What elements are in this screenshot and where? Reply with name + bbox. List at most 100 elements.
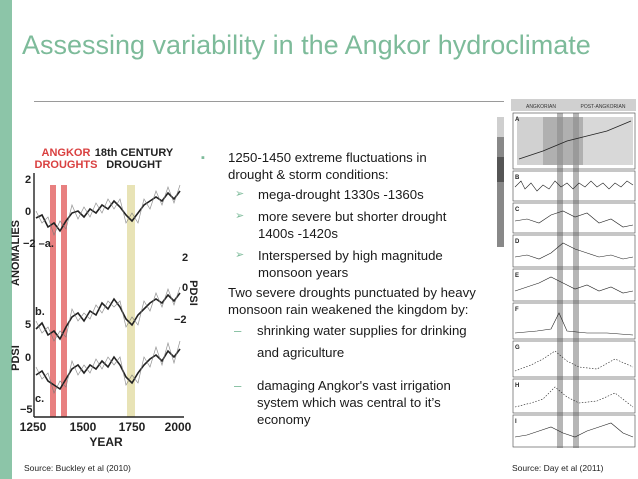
right-y-ticks: 2 0 −2: [174, 252, 188, 326]
series-a: [35, 190, 181, 233]
panel-frames: [512, 112, 636, 448]
panel-a-shade: [517, 117, 543, 165]
panel-frame: [512, 202, 636, 234]
sub-bullet-text: more severe but shorter drought: [258, 209, 447, 224]
bullet-text: 1250-1450 extreme fluctuations in: [228, 150, 427, 165]
shaded-period-2: [573, 113, 579, 448]
panel-frame: [512, 170, 636, 202]
panel-frame: [512, 302, 636, 340]
panel-frame: [512, 414, 636, 448]
y-axis-label-anomalies: ANOMALIES: [10, 220, 22, 286]
bullet-main: ▪ 1250-1450 extreme fluctuations in drou…: [201, 149, 501, 183]
bullet-list: ▪ 1250-1450 extreme fluctuations in drou…: [201, 149, 501, 428]
x-tick: 1500: [70, 420, 97, 434]
panel-frame: [512, 234, 636, 268]
panel-frame: [512, 268, 636, 302]
series-c-envelope: [35, 340, 181, 394]
panel-letter: H: [515, 383, 519, 389]
x-axis-label: YEAR: [89, 435, 123, 449]
dash-item-text: economy: [257, 412, 311, 427]
y-axis-label-pdsi-right: PDSI: [187, 280, 199, 306]
sub-bullet: ➢ more severe but shorter drought 1400s …: [201, 208, 501, 242]
pdsi-anomalies-figure: ANGKOR DROUGHTS 18th CENTURY DROUGHT ANO…: [10, 147, 199, 449]
panel-letter: E: [515, 273, 519, 279]
slide-title: Assessing variability in the Angkor hydr…: [22, 30, 591, 60]
tick: −2 –a.: [23, 238, 54, 250]
dash-item-text: shrinking water supplies for drinking: [257, 323, 467, 338]
panel-h-line: [514, 386, 634, 408]
arrow-bullet-icon: ➢: [235, 249, 245, 261]
angkor-drought-band-2: [61, 185, 67, 417]
series-b-envelope: [35, 286, 181, 342]
panel-frame: [512, 340, 636, 378]
paragraph-text: monsoon rain weakened the kingdom by:: [228, 302, 469, 317]
18th-century-label-2: DROUGHT: [106, 159, 162, 171]
panel-letter: D: [515, 239, 520, 245]
series-c: [35, 348, 181, 391]
panel-letter: A: [515, 117, 520, 123]
series-b: [35, 292, 181, 341]
tick: 0: [25, 352, 31, 364]
dash-item: – damaging Angkor's vast irrigation syst…: [201, 377, 501, 428]
panel-i-line: [514, 422, 634, 438]
panel-letter: C: [515, 207, 520, 213]
panel-letter: G: [515, 345, 520, 351]
tick: 5: [25, 319, 31, 331]
panel-e-line: [514, 276, 634, 294]
panel-d-line: [514, 242, 634, 260]
dash-item: – shrinking water supplies for drinking …: [201, 322, 501, 361]
paragraph-text: Two severe droughts punctuated by heavy: [228, 285, 476, 300]
dash-item-text: and agriculture: [257, 345, 345, 360]
sub-bullet-text: 1400s -1420s: [258, 226, 338, 241]
tick: b.: [35, 306, 45, 318]
accent-bar: [0, 0, 12, 479]
dash-bullet-icon: –: [234, 323, 242, 338]
y-axis-label-pdsi: PDSI: [10, 345, 22, 371]
left-y-ticks: 2 0 −2 –a. 5 b. 0 c. −5: [20, 174, 54, 416]
angkor-label-2: DROUGHTS: [35, 159, 98, 171]
panel-letter: F: [515, 307, 519, 313]
angkor-label-1: ANGKOR: [42, 147, 91, 159]
header-bar: [511, 99, 636, 111]
sub-bullet: ➢ mega-drought 1330s -1360s: [201, 186, 501, 203]
panel-frame: [512, 112, 636, 170]
multi-proxy-figure: ANGKORIAN POST-ANGKORIAN A B C D E F G H: [497, 99, 636, 448]
panel-letter: I: [515, 419, 517, 425]
18th-century-label-1: 18th CENTURY: [95, 147, 174, 159]
bullet-text: drought & storm conditions:: [228, 167, 389, 182]
square-bullet-icon: ▪: [201, 152, 205, 164]
panel-frame: [512, 378, 636, 414]
angkor-drought-band-1: [50, 185, 56, 417]
arrow-bullet-icon: ➢: [235, 188, 245, 200]
arrow-bullet-icon: ➢: [235, 210, 245, 222]
x-tick: 1750: [119, 420, 146, 434]
source-citation-left: Source: Buckley et al (2010): [24, 463, 131, 473]
panel-a-shade-mid: [583, 117, 633, 165]
panel-a-line: [518, 120, 632, 160]
tick: −2: [174, 314, 187, 326]
tick: c.: [35, 393, 44, 405]
sub-bullet-text: Interspersed by high magnitude: [258, 248, 443, 263]
header-angkorian: ANGKORIAN: [526, 104, 556, 110]
dash-item-text: system which was central to it’s: [257, 395, 441, 410]
x-ticks: 1250 1500 1750 2000: [20, 420, 192, 434]
panel-letters: A B C D E F G H I: [515, 117, 520, 425]
source-citation-right: Source: Day et al (2011): [512, 463, 604, 473]
series-a-envelope: [35, 184, 181, 236]
sub-bullet-text: monsoon years: [258, 265, 349, 280]
grayscale-key-dark: [497, 157, 504, 182]
tick: 0: [25, 206, 31, 218]
panel-letter: B: [515, 175, 520, 181]
title-divider: [34, 101, 504, 102]
sub-bullet: ➢ Interspersed by high magnitude monsoon…: [201, 247, 501, 281]
paragraph: Two severe droughts punctuated by heavy …: [201, 284, 501, 318]
panel-b-line: [514, 180, 634, 192]
18th-century-drought-band: [127, 185, 135, 417]
dash-bullet-icon: –: [234, 378, 242, 393]
dash-item-text: damaging Angkor's vast irrigation: [257, 378, 451, 393]
tick: 2: [182, 252, 188, 264]
x-tick: 1250: [20, 420, 47, 434]
panel-f-line: [514, 312, 634, 336]
panel-a-shade-dark: [543, 117, 583, 165]
panel-c-line: [514, 210, 634, 228]
